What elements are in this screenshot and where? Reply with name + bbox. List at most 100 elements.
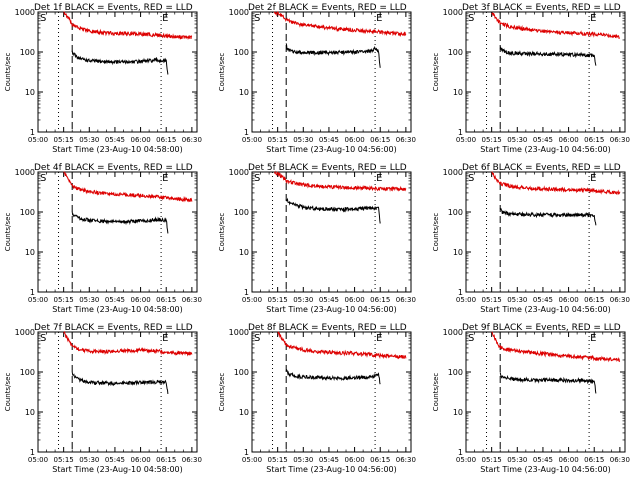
x-tick-label: 05:00 <box>242 136 262 144</box>
y-tick-label: 1000 <box>229 8 249 17</box>
x-tick-label: 06:00 <box>344 296 364 304</box>
y-axis-label: Counts/sec <box>432 53 440 92</box>
x-tick-label: 05:00 <box>456 296 476 304</box>
chart-title: Det 8f BLACK = Events, RED = LLD <box>248 323 407 333</box>
x-tick-label: 06:15 <box>370 136 390 144</box>
end-marker-label: E <box>162 173 168 184</box>
start-marker-label: S <box>40 13 46 24</box>
series-line-events <box>71 371 169 394</box>
chart-title: Det 7f BLACK = Events, RED = LLD <box>34 323 193 333</box>
x-tick-label: 05:00 <box>28 296 48 304</box>
series-line-lld <box>63 171 193 203</box>
x-tick-label: 06:30 <box>610 136 630 144</box>
y-tick-label: 100 <box>234 368 249 377</box>
x-tick-label: 05:45 <box>533 296 553 304</box>
y-tick-label: 1 <box>458 448 463 457</box>
chart-panel-5: Det 5f BLACK = Events, RED = LLD Counts/s… <box>218 163 416 314</box>
x-tick-label: 05:00 <box>28 136 48 144</box>
x-tick-label: 05:45 <box>319 296 339 304</box>
series-line-lld <box>63 11 193 41</box>
start-marker-label: S <box>468 13 474 24</box>
start-marker-label: S <box>254 13 260 24</box>
x-tick-label: 05:30 <box>507 136 527 144</box>
y-axis-label: Counts/sec <box>4 53 12 92</box>
x-tick-label: 06:30 <box>182 456 202 464</box>
end-marker-label: E <box>376 173 382 184</box>
chart-panel-6: Det 6f BLACK = Events, RED = LLD Counts/s… <box>432 163 630 314</box>
y-tick-label: 100 <box>448 208 463 217</box>
x-tick-label: 05:30 <box>79 296 99 304</box>
x-tick-label: 06:30 <box>182 296 202 304</box>
plot-frame <box>37 171 198 293</box>
x-axis-label: Start Time (23-Aug-10 04:56:00) <box>480 465 611 474</box>
y-tick-label: 10 <box>25 408 35 417</box>
x-tick-label: 05:45 <box>533 456 553 464</box>
y-tick-label: 1000 <box>15 168 35 177</box>
plot-frame <box>251 11 412 133</box>
plot-frame <box>251 171 412 293</box>
y-tick-label: 10 <box>239 88 249 97</box>
x-tick-label: 06:00 <box>558 296 578 304</box>
x-tick-label: 06:30 <box>610 296 630 304</box>
end-marker-label: E <box>590 173 596 184</box>
x-tick-label: 05:15 <box>54 296 74 304</box>
plot-frame <box>465 331 626 453</box>
x-tick-label: 06:15 <box>156 456 176 464</box>
x-tick-label: 05:45 <box>533 136 553 144</box>
chart-panel-1: Det 1f BLACK = Events, RED = LLD Counts/s… <box>4 3 202 154</box>
start-marker-label: S <box>40 333 46 344</box>
x-tick-label: 06:30 <box>610 456 630 464</box>
y-tick-label: 1 <box>244 128 249 137</box>
x-tick-label: 06:00 <box>130 456 150 464</box>
x-tick-label: 06:00 <box>130 296 150 304</box>
plot-frame <box>37 331 198 453</box>
y-tick-label: 100 <box>448 368 463 377</box>
start-marker-label: S <box>468 333 474 344</box>
chart-title: Det 3f BLACK = Events, RED = LLD <box>462 3 621 13</box>
chart-panel-7: Det 7f BLACK = Events, RED = LLD Counts/s… <box>4 323 202 474</box>
x-tick-label: 05:15 <box>482 136 502 144</box>
y-axis-label: Counts/sec <box>218 53 226 92</box>
y-axis-label: Counts/sec <box>218 213 226 252</box>
y-tick-label: 1000 <box>229 168 249 177</box>
x-tick-label: 06:15 <box>584 296 604 304</box>
x-tick-label: 05:00 <box>456 136 476 144</box>
y-tick-label: 100 <box>20 368 35 377</box>
y-tick-label: 1 <box>458 128 463 137</box>
chart-title: Det 1f BLACK = Events, RED = LLD <box>34 3 193 13</box>
x-axis-label: Start Time (23-Aug-10 04:56:00) <box>480 305 611 314</box>
x-axis-label: Start Time (23-Aug-10 04:56:00) <box>266 465 397 474</box>
series-line-events <box>285 197 381 224</box>
x-axis-label: Start Time (23-Aug-10 04:58:00) <box>52 145 183 154</box>
x-axis-label: Start Time (23-Aug-10 04:56:00) <box>266 305 397 314</box>
x-tick-label: 05:15 <box>482 456 502 464</box>
x-tick-label: 05:15 <box>268 136 288 144</box>
x-tick-label: 06:15 <box>156 296 176 304</box>
y-tick-label: 1000 <box>443 328 463 337</box>
plot-frame <box>465 11 626 133</box>
series-line-lld <box>273 170 407 192</box>
plot-frame <box>465 171 626 293</box>
y-tick-label: 1 <box>30 288 35 297</box>
x-tick-label: 05:00 <box>456 456 476 464</box>
x-tick-label: 05:45 <box>319 136 339 144</box>
x-axis-label: Start Time (23-Aug-10 04:56:00) <box>480 145 611 154</box>
y-axis-label: Counts/sec <box>432 213 440 252</box>
x-tick-label: 05:45 <box>105 296 125 304</box>
x-tick-label: 05:00 <box>242 296 262 304</box>
y-tick-label: 10 <box>453 88 463 97</box>
x-tick-label: 05:30 <box>507 296 527 304</box>
y-axis-label: Counts/sec <box>4 373 12 412</box>
x-tick-label: 06:00 <box>344 456 364 464</box>
chart-panel-2: Det 2f BLACK = Events, RED = LLD Counts/s… <box>218 3 416 154</box>
x-tick-label: 06:30 <box>396 456 416 464</box>
end-marker-label: E <box>162 13 168 24</box>
chart-title: Det 9f BLACK = Events, RED = LLD <box>462 323 621 333</box>
x-tick-label: 05:30 <box>293 296 313 304</box>
plot-frame <box>251 331 412 453</box>
y-tick-label: 100 <box>448 48 463 57</box>
y-tick-label: 1000 <box>15 328 35 337</box>
end-marker-label: E <box>376 13 382 24</box>
series-line-events <box>499 46 597 66</box>
